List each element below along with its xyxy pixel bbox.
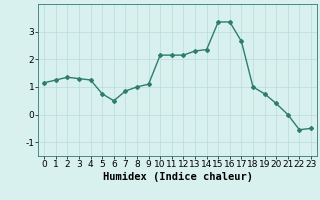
X-axis label: Humidex (Indice chaleur): Humidex (Indice chaleur) xyxy=(103,172,252,182)
